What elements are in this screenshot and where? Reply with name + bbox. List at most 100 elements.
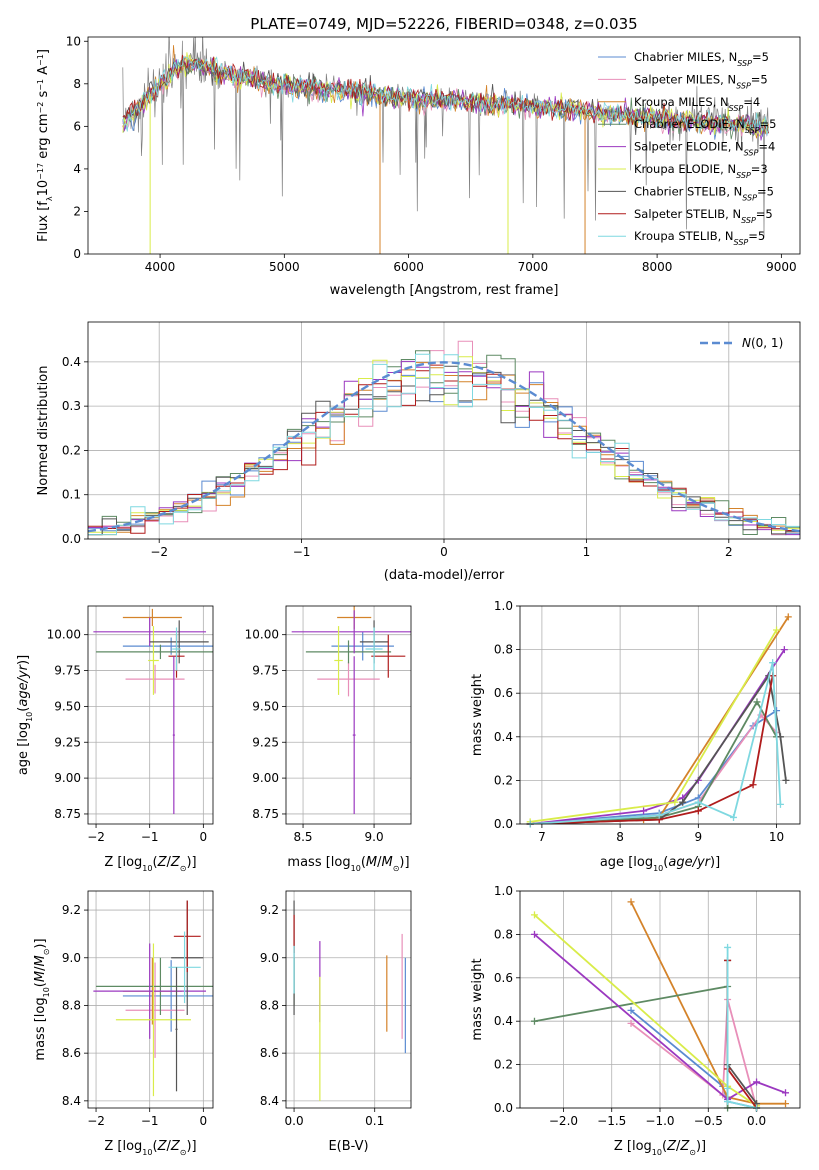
legend-label: Kroupa MILES, NSSP=4 (634, 95, 760, 113)
hist-step-kroupa-elodie (88, 356, 800, 533)
y-tick-label: 8.6 (260, 1046, 279, 1060)
axes-age_vs_mass: 8.5 9.0 8.75 9.00 9.25 9.50 9.75 10.00 mass [log… (245, 605, 412, 873)
plots-layer: 4000 5000 6000 7000 8000 90000246810wavelengt… (16, 34, 801, 1157)
series-line-salpeter-miles (630, 999, 758, 1108)
gaussian-curve (88, 361, 800, 533)
y-tick-label: 0.1 (62, 488, 81, 502)
x-tick-label: 2 (725, 545, 733, 559)
y-tick-label: 9.00 (252, 771, 279, 785)
legend-label: Salpeter MILES, NSSP=5 (634, 72, 768, 90)
y-tick-label: 0.2 (494, 773, 513, 787)
y-tick-label: 0.4 (62, 355, 81, 369)
series-marker (627, 1006, 635, 1014)
x-tick-label: −2 (150, 545, 168, 559)
y-tick-label: 9.50 (252, 699, 279, 713)
y-tick-label: 0.6 (494, 686, 513, 700)
y-tick-label: 1.0 (494, 884, 513, 898)
x-tick-label: 8000 (642, 260, 673, 274)
y-tick-label: 8.4 (62, 1094, 81, 1108)
legend: Chabrier MILES, NSSP=5 Salpeter MILES, NS… (598, 50, 776, 247)
y-tick-label: 2 (73, 204, 81, 218)
model-spectrum-kroupa-stelib (122, 56, 769, 136)
series-marker (776, 733, 784, 741)
y-tick-label: 8.75 (54, 807, 81, 821)
x-tick-label: 0.0 (747, 1114, 766, 1128)
y-tick-label: 0.2 (62, 443, 81, 457)
x-tick-label: 0.0 (285, 1114, 304, 1128)
y-tick-label: 10.00 (245, 628, 279, 642)
series-marker (694, 798, 702, 806)
x-tick-label: 0 (200, 1114, 208, 1128)
x-tick-label: 8 (616, 830, 624, 844)
y-axis-label: age [log10(age/yr)] (16, 655, 34, 775)
y-tick-label: 9.25 (252, 735, 279, 749)
x-axis-label: mass [log10(M/M⊙)] (287, 855, 409, 873)
axes-age_vs_Z: −2 −1 0 8.75 9.00 9.25 9.50 9.75 10.00 Z [log10(Z… (16, 605, 214, 873)
y-tick-label: 8.75 (252, 807, 279, 821)
y-tick-label: 0.8 (494, 927, 513, 941)
legend-label: Kroupa STELIB, NSSP=5 (634, 229, 765, 247)
series-marker (749, 781, 757, 789)
y-tick-label: 0.4 (494, 730, 513, 744)
series-marker (782, 1089, 790, 1097)
y-tick-label: 8.8 (62, 998, 81, 1012)
x-axis-label: Z [log10(Z/Z⊙)] (104, 1139, 196, 1157)
series-marker (530, 930, 538, 938)
legend-label: Chabrier ELODIE, NSSP=5 (634, 117, 776, 135)
x-tick-label: −2 (87, 1114, 105, 1128)
series-line-chabrier-stelib (530, 673, 787, 824)
axes-massweight_vs_Z: −2.0 −1.5 −1.0 −0.5 0.0 0.0 0.2 0.4 0.6 0.8 1.0 mas… (470, 884, 801, 1157)
y-tick-label: 9.2 (62, 903, 81, 917)
y-tick-label: 0.0 (494, 817, 513, 831)
series-line-chabrier-stelib (726, 960, 758, 1108)
x-axis-label: Z [log10(Z/Z⊙)] (104, 855, 196, 873)
series-marker (530, 911, 538, 919)
series-marker (773, 626, 781, 634)
series-marker (671, 798, 679, 806)
y-tick-label: 9.0 (62, 951, 81, 965)
series-marker (694, 807, 702, 815)
y-tick-label: 0.6 (494, 971, 513, 985)
x-tick-label: −1 (141, 830, 159, 844)
axes-frame (87, 321, 801, 540)
y-tick-label: 0.0 (62, 532, 81, 546)
y-tick-label: 9.25 (54, 735, 81, 749)
y-tick-label: 8.6 (62, 1046, 81, 1060)
axes-frame (519, 605, 801, 825)
y-tick-label: 10 (66, 34, 81, 48)
series-marker (782, 776, 790, 784)
x-tick-label: 7 (538, 830, 546, 844)
axes-frame (285, 890, 412, 1109)
x-tick-label: −1.5 (597, 1114, 626, 1128)
series-marker (627, 898, 635, 906)
axes-residual_hist: −2 −1 0 1 2 0.0 0.1 0.2 0.3 0.4 (data-model)/error… (36, 321, 801, 583)
y-tick-label: 0 (73, 247, 81, 261)
series-marker (627, 1019, 635, 1027)
series-marker (753, 698, 761, 706)
x-tick-label: 7000 (518, 260, 549, 274)
y-tick-label: 8 (73, 77, 81, 91)
y-axis-label: Normed distribution (36, 366, 51, 496)
series-marker (655, 811, 663, 819)
series-marker (780, 646, 788, 654)
series-line-salpeter-stelib (726, 960, 758, 1108)
y-tick-label: 9.0 (260, 951, 279, 965)
x-axis-label: Z [log10(Z/Z⊙)] (614, 1139, 706, 1157)
axes-frame (87, 890, 214, 1109)
series-marker (724, 1084, 732, 1092)
x-tick-label: −1.0 (645, 1114, 674, 1128)
y-tick-label: 0.2 (494, 1058, 513, 1072)
y-tick-label: 8.4 (260, 1094, 279, 1108)
x-tick-label: 8.5 (293, 830, 312, 844)
y-axis-label: Flux [fλ10−17 erg cm−2 s−1 A−1] (36, 49, 54, 242)
legend-label: Kroupa ELODIE, NSSP=3 (634, 162, 768, 180)
series-line-kroupa-miles (530, 616, 790, 824)
axes-frame (87, 36, 801, 255)
y-tick-label: 9.50 (54, 699, 81, 713)
y-tick-label: 9.00 (54, 771, 81, 785)
legend-label: Salpeter ELODIE, NSSP=4 (634, 140, 775, 158)
y-tick-label: 0.8 (494, 643, 513, 657)
series-marker (530, 1017, 538, 1025)
x-tick-label: 0.1 (365, 1114, 384, 1128)
axes-frame (285, 605, 412, 825)
